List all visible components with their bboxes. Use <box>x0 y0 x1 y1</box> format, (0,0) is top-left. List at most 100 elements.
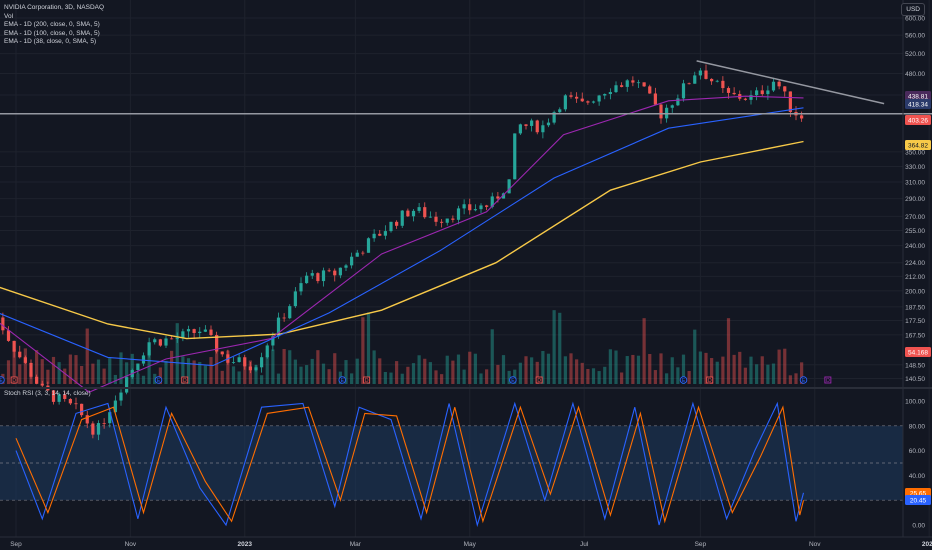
candle-body <box>468 204 472 211</box>
candle-body <box>788 91 792 112</box>
candle-body <box>310 273 314 276</box>
candle-body <box>501 193 506 199</box>
drawings[interactable] <box>0 60 932 115</box>
volume-bar <box>125 362 129 384</box>
rsi-tick-label: 80.00 <box>909 423 926 430</box>
volume-bar <box>254 365 258 384</box>
candle-body <box>575 96 579 99</box>
volume-bar <box>366 312 371 384</box>
candle-body <box>558 109 562 113</box>
candle-body <box>198 331 202 334</box>
candle-body <box>586 101 590 103</box>
candle-body <box>389 221 393 232</box>
volume-bar <box>220 370 224 384</box>
event-markers[interactable]: E E E E E ED D D D D D <box>0 376 832 385</box>
volume-bar <box>316 350 320 384</box>
ema100-legend[interactable]: EMA - 1D (100, close, 0, SMA, 5) <box>4 29 100 37</box>
price-tick-label: 167.50 <box>905 332 925 339</box>
volume-bar <box>681 354 686 384</box>
candle-body <box>321 270 326 282</box>
candle-body <box>153 339 157 343</box>
candle-body <box>1 317 5 331</box>
candle-body <box>710 78 714 82</box>
price-tick-label: 270.00 <box>905 214 925 221</box>
price-tick-label: 240.00 <box>905 243 925 250</box>
earnings-marker-label: E <box>341 378 345 384</box>
volume-bar <box>192 360 196 384</box>
volume-bar <box>518 362 522 384</box>
volume-legend[interactable]: Vol <box>4 12 14 20</box>
earnings-marker <box>154 376 163 384</box>
volume-bar <box>147 349 151 384</box>
candle-body <box>546 122 551 126</box>
volume-bar <box>361 317 365 384</box>
volume-bar <box>473 353 477 384</box>
candle-body <box>366 238 371 253</box>
candle-body <box>726 88 731 93</box>
candle-body <box>597 95 601 102</box>
candle-body <box>552 112 556 123</box>
volume-bar <box>501 355 506 384</box>
volume-bar <box>485 369 489 384</box>
candle-body <box>732 92 736 95</box>
last-price-label-badge <box>905 115 931 125</box>
dividend-marker-label: D <box>708 378 712 384</box>
symbol-title[interactable]: NVIDIA Corporation, 3D, NASDAQ <box>4 4 105 11</box>
price-tick-label: 560.00 <box>905 33 925 40</box>
volume-bar <box>541 350 545 384</box>
candle-body <box>361 252 365 254</box>
ema38-legend[interactable]: EMA - 1D (38, close, 0, SMA, 5) <box>4 38 97 46</box>
candle-body <box>783 86 787 92</box>
candle-body <box>423 207 427 218</box>
volume-bars <box>1 310 804 384</box>
candle-body <box>451 218 455 220</box>
volume-bar <box>428 362 432 384</box>
candle-body <box>147 342 151 356</box>
stoch-rsi-legend[interactable]: Stoch RSI (3, 3, 14, 14, close) <box>4 390 91 397</box>
time-tick-label: Sep <box>695 541 707 548</box>
dividend-marker-label: D <box>183 378 187 384</box>
candle-body <box>524 124 528 126</box>
candle-body <box>445 218 449 223</box>
currency-button[interactable]: USD <box>901 3 925 16</box>
volume-bar <box>496 364 500 384</box>
price-tick-label: 255.00 <box>905 228 925 235</box>
volume-bar <box>383 371 387 384</box>
volume-bar <box>74 355 78 384</box>
volume-bar <box>395 361 399 384</box>
candle-body <box>642 82 646 87</box>
volume-bar <box>563 356 567 384</box>
volume-label-badge <box>905 347 931 357</box>
candles <box>1 64 804 441</box>
candle-body <box>698 70 702 76</box>
candle-body <box>12 340 16 352</box>
volume-bar <box>642 318 646 384</box>
volume-bar <box>451 360 455 384</box>
volume-bar <box>648 353 652 384</box>
dividend-marker <box>706 376 714 384</box>
candle-body <box>535 120 539 133</box>
candle-body <box>749 95 753 100</box>
volume-bar <box>57 362 61 384</box>
time-axis[interactable]: SepNov2023MarMayJulSepNov2024MarMayJulSe… <box>10 541 932 548</box>
volume-bar <box>305 365 309 384</box>
volume-bar <box>265 355 269 384</box>
volume-bar <box>6 360 11 384</box>
candle-body <box>74 403 78 405</box>
volume-bar <box>158 367 162 384</box>
volume-bar <box>625 356 629 384</box>
ema200-legend[interactable]: EMA - 1D (200, close, 0, SMA, 5) <box>4 21 100 29</box>
candle-body <box>715 80 719 82</box>
volume-bar <box>80 365 84 384</box>
ema200-price-label-badge <box>905 140 931 150</box>
ema-lines <box>0 95 804 393</box>
earnings-marker-label: E <box>0 378 3 384</box>
volume-bar <box>108 357 112 384</box>
volume-bar <box>614 350 618 384</box>
volume-bar <box>51 356 56 384</box>
stoch-rsi-d-line <box>15 405 805 524</box>
volume-bar <box>704 352 708 384</box>
candle-body <box>687 83 691 85</box>
volume-bar <box>226 350 230 384</box>
